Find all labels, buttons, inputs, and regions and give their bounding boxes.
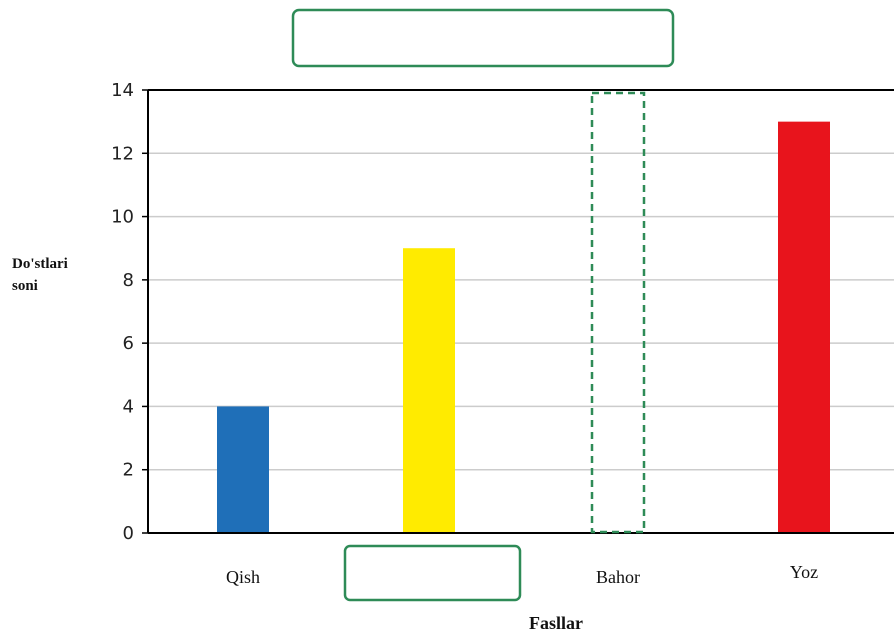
category-label-qish: Qish (226, 567, 260, 587)
bars (217, 121, 830, 534)
y-tick-label: 2 (123, 460, 134, 481)
x-axis-title: Fasllar (529, 613, 583, 633)
y-tick-labels: 0 2 4 6 8 10 12 14 (111, 80, 148, 544)
y-axis-title-line1: Do'stlari (12, 256, 68, 272)
category-blank-box[interactable] (343, 544, 522, 602)
answer-boxes (291, 8, 675, 602)
bar-blank (403, 248, 455, 533)
y-axis-title-line2: soni (12, 278, 38, 294)
bar-qish (217, 406, 269, 533)
category-label-yoz: Yoz (790, 562, 818, 582)
category-label-bahor: Bahor (596, 567, 640, 587)
y-tick-label: 8 (123, 270, 134, 291)
y-tick-label: 12 (111, 143, 134, 164)
y-tick-label: 0 (123, 523, 134, 544)
title-blank-box[interactable] (291, 8, 675, 68)
gridlines (148, 152, 894, 471)
y-tick-label: 6 (123, 333, 134, 354)
axes (147, 89, 894, 534)
category-labels: Qish Bahor Yoz (226, 562, 818, 587)
y-tick-label: 10 (111, 207, 134, 228)
bar-blank-box[interactable] (590, 91, 646, 534)
y-tick-label: 4 (123, 396, 134, 417)
bar-yoz (778, 121, 830, 534)
y-tick-label: 14 (111, 80, 134, 101)
